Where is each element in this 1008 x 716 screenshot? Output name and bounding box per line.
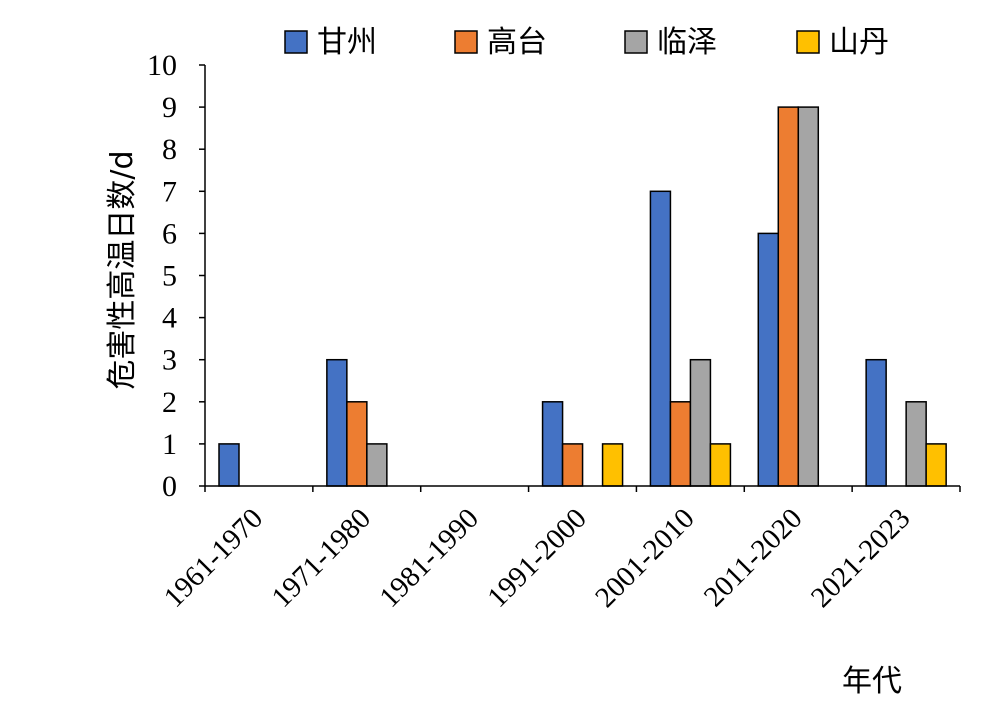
y-tick-label: 8 [162, 133, 177, 166]
x-tick-label: 1961-1970 [158, 502, 269, 613]
y-tick-label: 3 [162, 344, 177, 377]
bar-1-6 [757, 232, 780, 487]
bar-4-5 [709, 443, 732, 487]
x-tick-label: 1981-1990 [373, 502, 484, 613]
legend-swatch-3 [624, 30, 648, 54]
bar-3-2 [366, 443, 388, 487]
bar-1-7 [865, 358, 887, 487]
x-tick-label: 2021-2023 [805, 502, 916, 613]
legend: 甘州 高台 临泽 山丹 [284, 25, 889, 60]
legend-swatch-2 [454, 30, 478, 54]
x-tick-label: 2001-2010 [589, 502, 700, 613]
legend-swatch-4 [796, 30, 820, 54]
bars [218, 106, 947, 487]
y-tick-label: 7 [162, 175, 177, 208]
bar-2-5 [669, 401, 692, 487]
y-tick-label: 1 [162, 428, 177, 461]
y-axis-title: 危害性高温日数/d [105, 150, 140, 389]
legend-label-3: 临泽 [657, 25, 717, 60]
bar-1-1 [218, 443, 240, 487]
legend-label-1: 甘州 [317, 25, 377, 60]
bar-2-2 [346, 401, 368, 487]
x-tick-label: 1971-1980 [266, 502, 377, 613]
y-tick-label: 5 [162, 260, 177, 293]
bar-2-6 [777, 106, 800, 487]
bar-2-4 [561, 443, 584, 487]
y-tick-label: 10 [147, 49, 177, 82]
bar-3-5 [689, 358, 712, 487]
bar-4-7 [925, 443, 947, 487]
y-tick-label: 6 [162, 217, 177, 250]
x-axis: 1961-19701971-19801981-19901991-20002001… [158, 485, 961, 614]
legend-label-4: 山丹 [829, 25, 889, 60]
y-tick-label: 4 [162, 302, 177, 335]
x-tick-label: 1991-2000 [481, 502, 592, 613]
bar-1-5 [649, 190, 672, 487]
y-axis: 0 1 2 3 4 5 6 7 8 9 10 [147, 49, 206, 503]
legend-swatch-1 [284, 30, 308, 54]
y-tick-label: 9 [162, 91, 177, 124]
bar-4-4 [601, 443, 624, 487]
bar-1-2 [326, 358, 348, 487]
y-tick-label: 0 [162, 470, 177, 503]
y-tick-label: 2 [162, 386, 177, 419]
legend-label-2: 高台 [487, 25, 547, 60]
x-axis-title: 年代 [842, 664, 902, 699]
x-tick-label: 2011-2020 [698, 502, 809, 613]
bar-3-6 [797, 106, 820, 487]
bar-3-7 [905, 401, 927, 487]
bar-1-4 [541, 401, 564, 487]
